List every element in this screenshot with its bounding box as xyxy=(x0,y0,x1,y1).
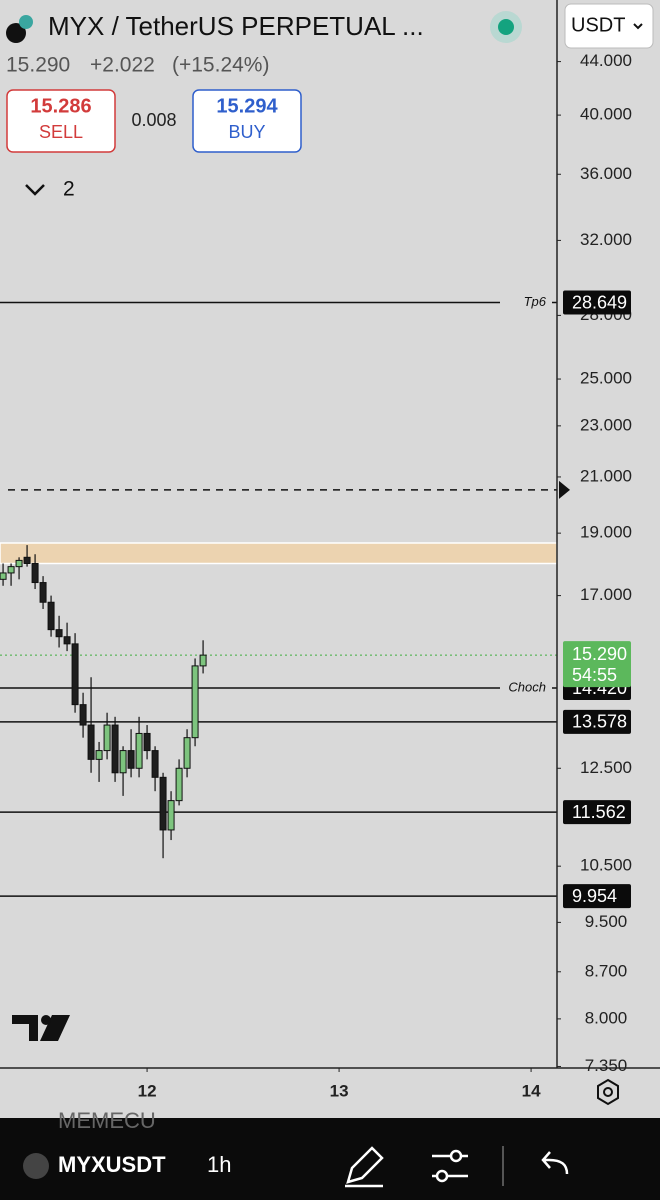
candle-body xyxy=(199,654,207,667)
candle-body xyxy=(23,556,31,565)
candle-body xyxy=(175,767,183,802)
candle-body xyxy=(79,704,87,726)
level-name-bg xyxy=(500,293,552,312)
tradingview-logo xyxy=(12,1015,70,1041)
level-label: 9.954 xyxy=(572,886,617,906)
y-tick-label: 23.000 xyxy=(580,415,632,434)
countdown: 54:55 xyxy=(572,665,617,685)
supply-zone xyxy=(0,542,558,565)
level-label-bg xyxy=(563,800,631,825)
indicator-count[interactable]: 2 xyxy=(63,178,75,201)
symbol-title[interactable]: MYX / TetherUS PERPETUAL ... xyxy=(48,11,424,41)
y-tick-label: 32.000 xyxy=(580,230,632,249)
y-tick-label: 10.500 xyxy=(580,856,632,875)
toolbar-symbol[interactable]: MYXUSDT xyxy=(58,1152,166,1177)
candle-body xyxy=(63,636,71,645)
symbol-icon xyxy=(6,23,26,43)
price-axis: 44.00040.00036.00032.00028.00025.00023.0… xyxy=(138,51,632,1100)
y-tick-label: 21.000 xyxy=(580,466,632,485)
spread: 0.008 xyxy=(131,110,176,130)
price-change-pct: (+15.24%) xyxy=(172,54,269,77)
y-tick-label: 7.350 xyxy=(585,1056,628,1075)
currency-label[interactable]: USDT xyxy=(571,14,625,36)
market-status-dot xyxy=(498,19,514,35)
buy-button[interactable] xyxy=(192,89,302,153)
indicators-icon xyxy=(435,1169,449,1183)
sell-label[interactable]: SELL xyxy=(39,122,83,142)
exchange-icon xyxy=(19,15,33,29)
last-price: 15.290 xyxy=(6,54,70,77)
candle-body xyxy=(31,563,39,584)
candle-body xyxy=(55,629,63,638)
y-tick-label: 44.000 xyxy=(580,51,632,70)
sell-price[interactable]: 15.286 xyxy=(30,95,91,117)
settings-icon xyxy=(603,1087,613,1097)
candle-body xyxy=(135,732,143,769)
candle-body xyxy=(143,732,151,752)
y-tick-label: 25.000 xyxy=(580,369,632,388)
candle-body xyxy=(15,559,23,568)
level-label: 11.562 xyxy=(572,802,626,822)
plot: Tp6 Choch xyxy=(0,293,570,897)
candle-body xyxy=(127,750,135,769)
draw-icon[interactable] xyxy=(345,1146,384,1188)
level-name-bg xyxy=(500,679,552,698)
level-label: 28.649 xyxy=(572,292,627,312)
candle-body xyxy=(191,665,199,739)
settings-icon[interactable] xyxy=(597,1078,619,1106)
y-tick-label: 19.000 xyxy=(580,523,632,542)
buy-price[interactable]: 15.294 xyxy=(216,95,278,117)
buy-label[interactable]: BUY xyxy=(228,122,265,142)
level-label: 13.578 xyxy=(572,712,627,732)
y-tick-label: 8.700 xyxy=(585,961,628,980)
candle-body xyxy=(7,566,15,574)
candle-body xyxy=(0,572,7,580)
level-label-bg xyxy=(563,884,631,909)
tradingview-logo xyxy=(41,1015,51,1025)
price-change: +2.022 xyxy=(90,54,155,77)
sell-button[interactable] xyxy=(6,89,116,153)
candle-body xyxy=(47,601,55,631)
y-tick-label: 17.000 xyxy=(580,585,632,604)
candle-body xyxy=(167,800,175,831)
candle-body xyxy=(111,724,119,774)
x-tick-label: 13 xyxy=(330,1081,349,1100)
level-label-bg xyxy=(563,290,631,315)
chevron xyxy=(633,23,643,30)
y-tick-label: 12.500 xyxy=(580,758,632,777)
toolbar-interval[interactable]: 1h xyxy=(207,1152,231,1177)
candle-body xyxy=(95,750,103,760)
candle-body xyxy=(151,750,159,778)
level-label-bg xyxy=(563,709,631,734)
currency-button[interactable] xyxy=(564,3,654,49)
candle-body xyxy=(183,737,191,769)
candle-body xyxy=(71,643,79,706)
candle-body xyxy=(159,776,167,831)
candle-body xyxy=(103,724,111,752)
level-name: Tp6 xyxy=(524,294,547,309)
indicators-toggle[interactable] xyxy=(25,184,45,196)
symbol-avatar xyxy=(23,1153,49,1179)
y-tick-label: 8.000 xyxy=(585,1008,628,1027)
undo-icon[interactable] xyxy=(541,1151,569,1175)
x-tick-label: 14 xyxy=(522,1081,541,1100)
y-tick-label: 40.000 xyxy=(580,105,632,124)
candle-body xyxy=(119,750,127,774)
watermark-text: MEMECU xyxy=(58,1108,156,1133)
candle-body xyxy=(39,582,47,603)
last-price-bg xyxy=(563,641,631,688)
last-price-label: 15.290 xyxy=(572,644,627,664)
y-tick-label: 9.500 xyxy=(585,912,628,931)
alert-marker xyxy=(559,480,570,499)
candle-body xyxy=(87,724,95,760)
x-tick-label: 12 xyxy=(138,1081,157,1100)
y-tick-label: 36.000 xyxy=(580,164,632,183)
level-name: Choch xyxy=(508,679,546,694)
indicators-icon xyxy=(449,1149,463,1163)
